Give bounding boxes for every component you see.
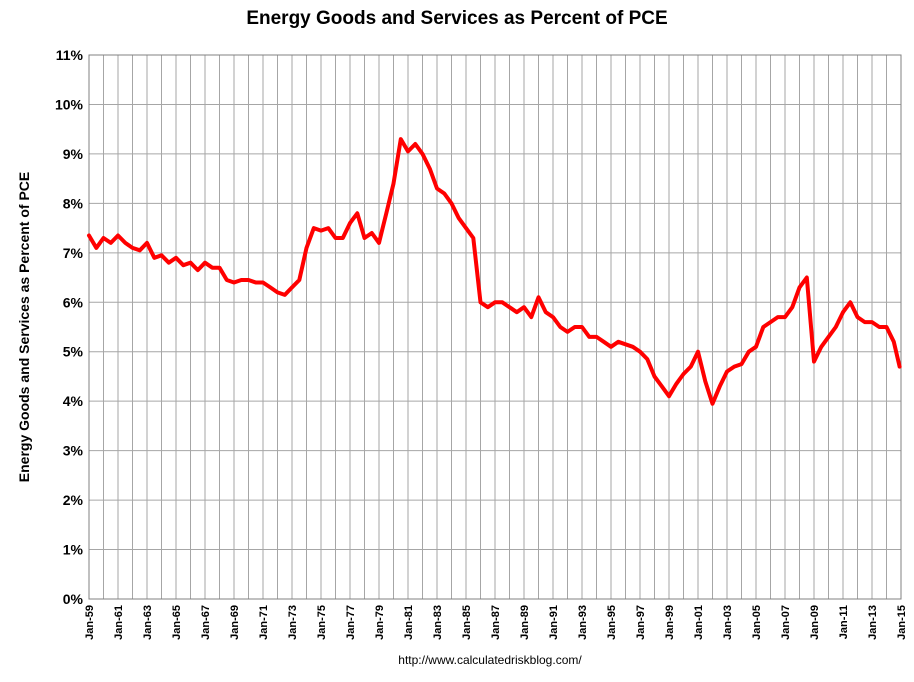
x-tick-label: Jan-99	[664, 605, 676, 640]
x-axis-tick-labels: Jan-59 Jan-61 Jan-63 Jan-65 Jan-67 Jan-69 Jan-…	[84, 605, 908, 640]
x-tick-label: Jan-69	[229, 605, 241, 640]
x-tick-label: Jan-15	[896, 605, 908, 640]
x-tick-label: Jan-65	[171, 605, 183, 640]
x-tick-label: Jan-83	[432, 605, 444, 640]
x-tick-label: Jan-67	[200, 605, 212, 640]
x-tick-label: Jan-71	[258, 605, 270, 640]
x-tick-label: Jan-73	[287, 605, 299, 640]
x-tick-label: Jan-07	[780, 605, 792, 640]
x-tick-label: Jan-59	[84, 605, 96, 640]
x-tick-label: Jan-63	[142, 605, 154, 640]
x-tick-label: Jan-79	[374, 605, 386, 640]
y-tick-label: 1%	[63, 542, 84, 558]
y-tick-label: 6%	[63, 294, 84, 310]
y-tick-label: 8%	[63, 195, 84, 211]
y-tick-label: 11%	[56, 47, 84, 63]
x-tick-label: Jan-89	[519, 605, 531, 640]
x-tick-label: Jan-01	[693, 605, 705, 640]
x-tick-label: Jan-75	[316, 605, 328, 640]
source-url: http://www.calculatedriskblog.com/	[398, 653, 582, 667]
y-tick-label: 9%	[63, 146, 84, 162]
x-tick-label: Jan-93	[577, 605, 589, 640]
x-tick-label: Jan-03	[722, 605, 734, 640]
x-tick-label: Jan-61	[113, 605, 125, 640]
x-tick-label: Jan-91	[548, 605, 560, 640]
y-tick-label: 7%	[63, 245, 84, 261]
x-tick-label: Jan-87	[490, 605, 502, 640]
x-tick-label: Jan-13	[867, 605, 879, 640]
x-tick-label: Jan-09	[809, 605, 821, 640]
horizontal-gridlines	[89, 103, 901, 551]
x-tick-label: Jan-97	[635, 605, 647, 640]
x-tick-label: Jan-81	[403, 605, 415, 640]
y-tick-label: 3%	[63, 443, 84, 459]
x-tick-label: Jan-85	[461, 605, 473, 640]
x-tick-label: Jan-77	[345, 605, 357, 640]
x-tick-label: Jan-05	[751, 605, 763, 640]
y-axis-tick-labels: 0% 1% 2% 3% 4% 5% 6% 7% 8% 9% 10% 11%	[55, 47, 84, 607]
y-tick-label: 4%	[63, 393, 84, 409]
y-tick-label: 5%	[63, 344, 84, 360]
vertical-gridlines	[103, 55, 887, 599]
plot-area-border	[88, 54, 902, 600]
x-tick-label: Jan-11	[838, 605, 850, 639]
y-tick-label: 0%	[63, 591, 84, 607]
y-axis-label: Energy Goods and Services as Percent of …	[16, 172, 32, 482]
x-tick-label: Jan-95	[606, 605, 618, 640]
y-tick-label: 10%	[55, 96, 84, 112]
chart-title: Energy Goods and Services as Percent of …	[246, 8, 668, 29]
series-line-energy-pct-pce	[87, 137, 902, 406]
y-tick-label: 2%	[63, 492, 84, 508]
